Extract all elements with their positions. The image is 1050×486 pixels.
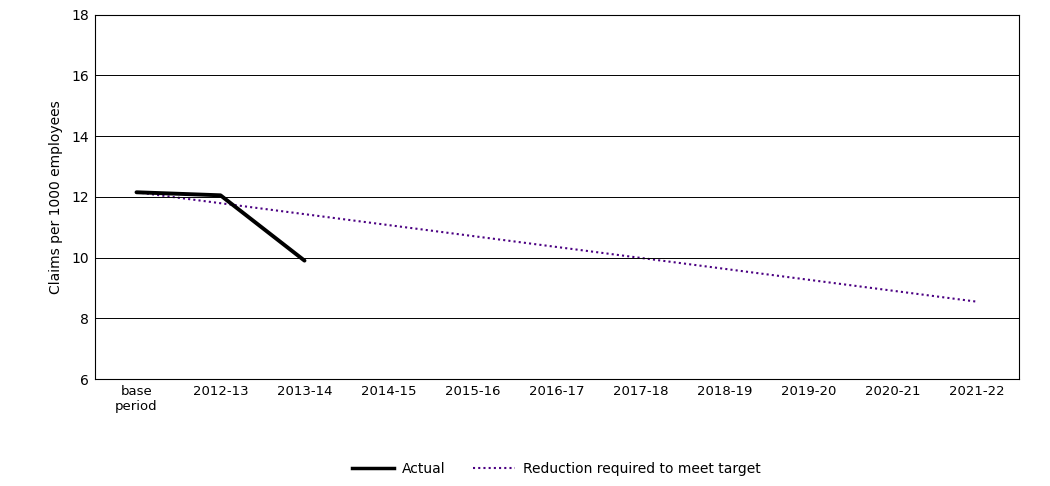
Legend: Actual, Reduction required to meet target: Actual, Reduction required to meet targe…: [346, 456, 766, 482]
Y-axis label: Claims per 1000 employees: Claims per 1000 employees: [49, 100, 63, 294]
